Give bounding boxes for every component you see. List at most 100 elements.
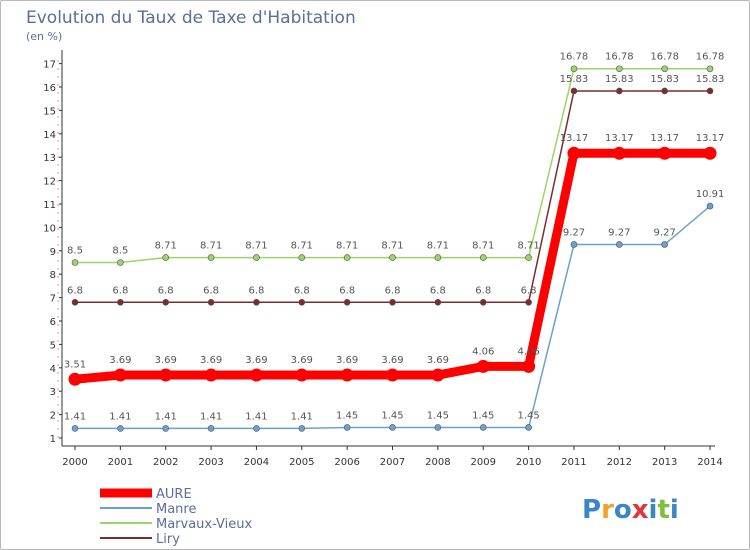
data-label: 8.5 bbox=[112, 246, 128, 257]
series-layer bbox=[68, 65, 717, 432]
point-marvaux-vieux bbox=[71, 259, 79, 266]
point-manre bbox=[253, 425, 260, 432]
point-manre bbox=[616, 241, 623, 248]
data-label: 6.8 bbox=[521, 285, 537, 296]
y-tick-label: 3 bbox=[50, 387, 56, 398]
data-label: 10.91 bbox=[696, 189, 725, 200]
y-tick-label: 11 bbox=[43, 200, 56, 211]
proxiti-logo: Proxiti bbox=[582, 495, 679, 525]
x-tick-label: 2011 bbox=[561, 457, 586, 468]
point-marvaux-vieux bbox=[616, 65, 623, 73]
x-tick-label: 2002 bbox=[153, 457, 178, 468]
point-manre bbox=[479, 424, 487, 431]
point-manre bbox=[298, 425, 306, 432]
y-tick-label: 10 bbox=[43, 223, 56, 234]
data-label: 1.41 bbox=[291, 411, 313, 422]
point-marvaux-vieux bbox=[661, 65, 668, 73]
point-liry bbox=[117, 298, 124, 306]
data-label: 13.17 bbox=[650, 133, 679, 144]
point-manre bbox=[162, 425, 170, 432]
point-manre bbox=[706, 202, 714, 210]
point-aure bbox=[658, 146, 672, 160]
point-marvaux-vieux bbox=[525, 254, 532, 261]
point-manre bbox=[343, 424, 351, 431]
y-tick-label: 4 bbox=[50, 364, 56, 375]
data-label: 8.71 bbox=[517, 241, 539, 252]
data-label: 6.8 bbox=[203, 285, 219, 296]
point-manre bbox=[434, 424, 442, 431]
data-label: 1.45 bbox=[472, 410, 494, 421]
point-manre bbox=[207, 425, 215, 432]
point-aure bbox=[159, 368, 173, 382]
point-liry bbox=[298, 298, 306, 306]
data-label: 3.69 bbox=[200, 355, 222, 366]
x-tick-label: 2009 bbox=[471, 457, 496, 468]
x-tick-label: 2008 bbox=[425, 457, 450, 468]
x-tick-label: 2007 bbox=[380, 457, 405, 468]
point-marvaux-vieux bbox=[207, 254, 215, 261]
data-label: 1.41 bbox=[245, 411, 267, 422]
series-line-liry bbox=[75, 90, 711, 304]
data-label: 3.51 bbox=[64, 359, 86, 370]
data-label: 8.71 bbox=[381, 241, 403, 252]
point-manre bbox=[71, 425, 79, 432]
data-label: 1.45 bbox=[336, 410, 358, 421]
point-aure bbox=[68, 372, 82, 386]
point-marvaux-vieux bbox=[706, 65, 714, 73]
data-label: 3.69 bbox=[427, 355, 449, 366]
y-tick-label: 5 bbox=[50, 340, 56, 351]
data-label: 9.27 bbox=[654, 227, 676, 238]
data-label: 1.41 bbox=[109, 411, 131, 422]
data-label: 16.78 bbox=[560, 52, 589, 63]
point-liry bbox=[253, 298, 260, 306]
x-tick-label: 2013 bbox=[652, 457, 677, 468]
point-aure bbox=[113, 368, 127, 382]
data-label: 1.41 bbox=[155, 411, 177, 422]
point-liry bbox=[525, 298, 532, 306]
data-label: 6.8 bbox=[67, 285, 83, 296]
data-label: 3.69 bbox=[155, 355, 177, 366]
y-tick-label: 15 bbox=[43, 106, 56, 117]
point-aure bbox=[612, 146, 626, 160]
point-marvaux-vieux bbox=[253, 254, 260, 261]
data-label: 6.8 bbox=[339, 285, 355, 296]
data-label: 1.41 bbox=[200, 411, 222, 422]
data-label: 1.45 bbox=[517, 410, 539, 421]
data-label: 8.71 bbox=[291, 241, 313, 252]
y-tick-label: 7 bbox=[50, 294, 56, 305]
y-tick-label: 12 bbox=[43, 177, 56, 188]
chart-subtitle: (en %) bbox=[26, 30, 62, 43]
x-tick-label: 2000 bbox=[62, 457, 87, 468]
data-label: 1.45 bbox=[381, 410, 403, 421]
point-marvaux-vieux bbox=[479, 254, 487, 261]
point-manre bbox=[117, 425, 124, 432]
x-tick-label: 2003 bbox=[198, 457, 223, 468]
point-liry bbox=[661, 87, 668, 95]
data-label: 4.06 bbox=[517, 346, 539, 357]
data-labels: 8.5 8.5 8.71 8.71 8.71 8.71 8.71 8.71 8.71 8.71 8.… bbox=[64, 52, 724, 423]
data-label: 1.45 bbox=[427, 410, 449, 421]
point-liry bbox=[389, 298, 396, 306]
point-liry bbox=[616, 87, 623, 95]
point-aure bbox=[249, 368, 263, 382]
y-tick-label: 14 bbox=[43, 130, 56, 141]
data-label: 8.71 bbox=[245, 241, 267, 252]
point-liry bbox=[162, 298, 170, 306]
legend-label: AURE bbox=[156, 487, 192, 502]
point-marvaux-vieux bbox=[343, 254, 351, 261]
data-label: 6.8 bbox=[248, 285, 264, 296]
point-aure bbox=[204, 368, 218, 382]
data-label: 6.8 bbox=[294, 285, 310, 296]
data-label: 15.83 bbox=[605, 74, 634, 85]
data-label: 6.8 bbox=[385, 285, 401, 296]
point-liry bbox=[343, 298, 351, 306]
data-label: 8.71 bbox=[472, 241, 494, 252]
x-tick-label: 2014 bbox=[697, 457, 722, 468]
legend-label: Marvaux-Vieux bbox=[156, 517, 253, 532]
point-marvaux-vieux bbox=[434, 254, 442, 261]
y-tick-label: 16 bbox=[43, 83, 56, 94]
data-label: 13.17 bbox=[605, 133, 634, 144]
point-aure bbox=[295, 368, 309, 382]
